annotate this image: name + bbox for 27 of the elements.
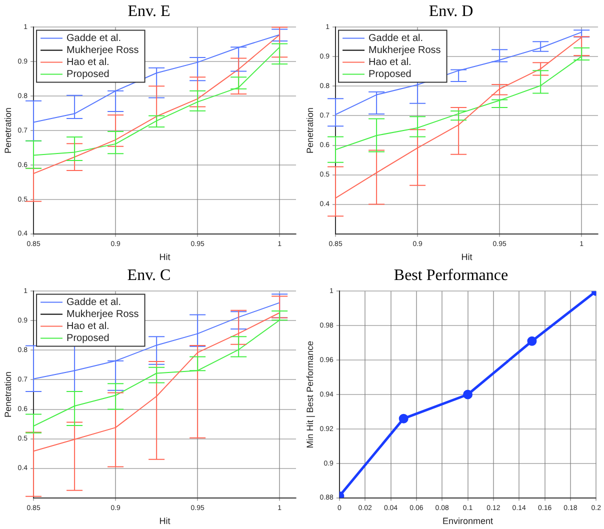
legend-label: Gadde et al. — [368, 32, 424, 44]
legend-label: Proposed — [66, 332, 110, 344]
legend-label: Mukherjee Ross — [368, 44, 441, 56]
y-axis-title: Min Hit | Best Performance — [304, 340, 315, 448]
legend-label: Mukherjee Ross — [66, 44, 139, 56]
legend-label: Hao et al. — [66, 320, 110, 332]
point — [398, 414, 408, 424]
chart-title: Env. C — [127, 266, 171, 284]
chart-title: Env. D — [428, 2, 474, 20]
chart-title: Env. E — [128, 2, 170, 20]
legend-label: Hao et al. — [66, 56, 110, 68]
x-axis-title: Hit — [159, 516, 171, 526]
point — [527, 336, 537, 346]
chart-title: Best Performance — [394, 266, 508, 284]
x-axis-title: Hit — [159, 252, 171, 262]
legend-label: Gadde et al. — [66, 32, 122, 44]
legend-label: Mukherjee Ross — [66, 308, 139, 320]
y-axis-title: Penetration — [304, 107, 315, 154]
x-axis-title: Hit — [461, 252, 473, 262]
x-axis-title: Environment — [442, 516, 494, 526]
legend-label: Proposed — [368, 68, 412, 80]
legend-label: Proposed — [66, 68, 110, 80]
y-axis-title: Penetration — [2, 371, 13, 418]
y-axis-title: Penetration — [2, 107, 13, 154]
point — [463, 390, 473, 400]
legend-label: Gadde et al. — [66, 296, 122, 308]
legend-label: Hao et al. — [368, 56, 412, 68]
